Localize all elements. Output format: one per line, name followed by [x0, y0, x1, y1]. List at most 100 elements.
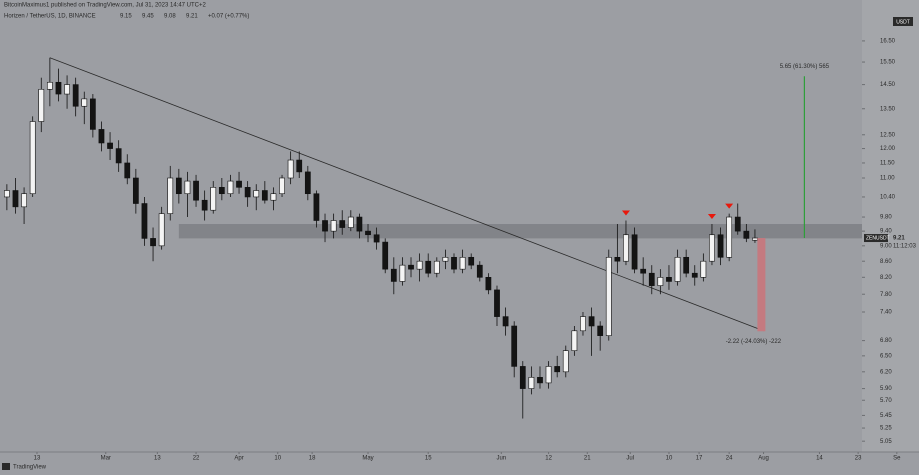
candle-body [261, 190, 268, 201]
symbol: Horizen / TetherUS, 1D, BINANCE [4, 14, 96, 20]
last-price: 9.21 [893, 236, 905, 242]
candle-body [468, 256, 475, 266]
x-tick-label: Jul [626, 456, 634, 462]
candle-body [666, 277, 672, 282]
candle-body [425, 260, 432, 274]
candle-body [244, 187, 251, 198]
candle-body [201, 199, 208, 211]
candle-body [296, 159, 303, 173]
candle-body [193, 180, 199, 201]
candle-body [107, 142, 113, 149]
ohlc-value: 9.08 [164, 14, 176, 20]
candle-body [313, 193, 320, 221]
y-tick-label: 6.20 [880, 369, 892, 375]
x-tick-label: 24 [726, 456, 733, 462]
candle-body [236, 180, 242, 188]
y-tick-label: 5.25 [880, 426, 892, 432]
countdown: 11:12:03 [893, 244, 917, 250]
ohlc-value: 9.21 [186, 14, 198, 20]
candle-body [674, 256, 681, 282]
y-tick-label: 12.50 [880, 132, 896, 138]
candle-body [571, 330, 578, 351]
trendline [49, 57, 764, 332]
candle-body [657, 277, 664, 286]
x-tick-label: 12 [545, 456, 552, 462]
footer: TradingView [13, 465, 47, 471]
candle-body [399, 264, 406, 282]
candle-body [717, 234, 724, 258]
candle-body [408, 264, 414, 270]
candle-body [752, 237, 758, 241]
y-tick-label: 15.50 [880, 60, 896, 66]
projection-label: -2.22 (-24.03%) -222 [726, 339, 782, 345]
y-tick-label: 5.90 [880, 386, 892, 392]
y-tick-label: 11.50 [880, 161, 895, 167]
candle-body [150, 238, 156, 247]
candle-body [175, 177, 182, 195]
ticker-box [864, 234, 888, 243]
x-tick-label: 10 [666, 456, 673, 462]
candle-body [709, 234, 715, 262]
projection [757, 238, 766, 332]
candle-body [485, 277, 492, 291]
y-tick-label: 11.00 [880, 176, 895, 182]
y-tick-label: 6.50 [880, 353, 892, 359]
x-tick-label: 21 [584, 456, 591, 462]
x-tick-label: 13 [34, 456, 41, 462]
x-tick-label: 17 [696, 456, 703, 462]
resistance-zone [178, 224, 862, 239]
candle-body [72, 84, 79, 107]
candle-body [588, 316, 595, 327]
candle-body [494, 289, 500, 317]
candle-body [476, 264, 483, 278]
x-tick-label: Aug [758, 456, 769, 462]
candle-body [442, 256, 449, 262]
candle-body [330, 220, 337, 232]
candle-body [124, 162, 131, 179]
candle-body [416, 260, 423, 270]
candle-body [21, 193, 27, 208]
ticker: ZENUSDT [866, 235, 890, 241]
x-tick-label: 13 [154, 456, 161, 462]
candle-body [115, 148, 122, 164]
y-tick-label: 5.05 [880, 439, 892, 445]
candle-body [734, 216, 741, 232]
candle-body [227, 180, 234, 195]
candle-body [631, 234, 638, 270]
ohlc-value: 9.15 [120, 14, 132, 20]
candle-body [253, 190, 260, 198]
y-tick-label: 12.00 [880, 146, 896, 152]
y-tick-label: 9.00 [880, 243, 892, 249]
candle-body [726, 216, 733, 258]
candle-body [597, 325, 604, 336]
candle-body [81, 98, 88, 107]
y-tick-label: 7.80 [880, 292, 892, 298]
y-tick-label: 6.80 [880, 338, 892, 344]
candle-body [356, 216, 363, 232]
currency-box [893, 17, 913, 26]
x-tick-label: 18 [309, 456, 316, 462]
candle-body [141, 203, 148, 239]
candle-body [528, 377, 535, 389]
candle-body [158, 213, 165, 247]
x-tick-label: 15 [425, 456, 432, 462]
candle-body [46, 81, 53, 90]
candle-body [304, 171, 311, 195]
candle-body [210, 187, 217, 211]
marker [707, 214, 716, 220]
candle-body [270, 193, 277, 201]
candle-body [218, 187, 225, 195]
candle-body [279, 177, 285, 195]
candle-body [98, 129, 105, 144]
y-tick-label: 16.50 [880, 38, 896, 44]
candle-body [3, 190, 10, 198]
candle-body [640, 268, 647, 274]
candle-body [373, 234, 380, 243]
marker [621, 210, 630, 216]
ohlc-value: 9.45 [142, 14, 154, 20]
currency: USDT [896, 19, 910, 25]
x-tick-label: 23 [855, 456, 862, 462]
candle-body [648, 272, 655, 286]
candle-body [683, 256, 690, 274]
marker [725, 203, 734, 209]
